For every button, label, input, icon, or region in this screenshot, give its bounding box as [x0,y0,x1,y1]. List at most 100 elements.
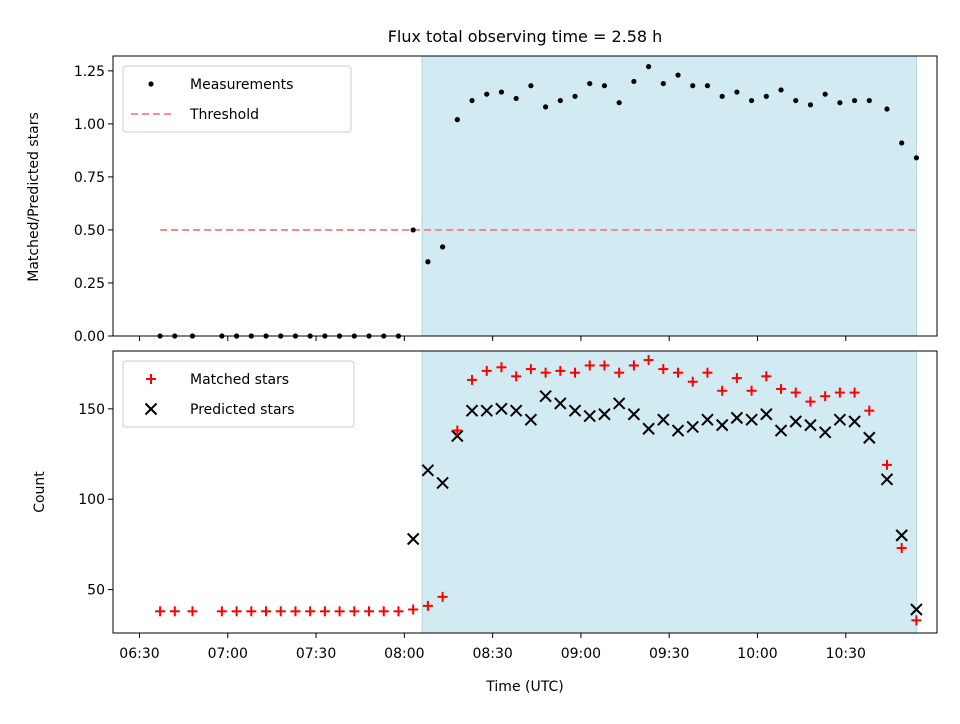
measurement-point [690,83,696,89]
measurement-point [884,106,890,112]
matched-star-point [643,355,654,366]
predicted-x-stroke [421,464,435,477]
measurement-point [749,97,755,104]
matched-star-point [687,376,698,387]
matched-star-point [481,365,492,376]
y-tick-label-top: 0.00 [74,329,105,345]
legend-top [122,65,352,133]
measurement-point [675,72,681,78]
predicted-star-point [524,413,538,426]
predicted-x-stroke [451,429,464,443]
measurement-point [528,83,534,89]
measurement-point [866,97,872,104]
predicted-x-stroke [671,424,685,437]
predicted-star-point [627,408,641,421]
predicted-star-point [554,397,567,410]
predicted-x-stroke [568,404,582,417]
legend-bottom [122,360,355,428]
measurement-point [543,104,549,110]
matched-star-point [319,606,330,617]
matched-star-point [525,364,536,375]
measurement-point [425,259,431,265]
y-tick-label-bottom: 150 [78,402,105,418]
predicted-star-point [833,413,847,426]
y-tick-label-top: 1.00 [74,117,105,133]
x-axis-label: Time (UTC) [485,679,563,695]
predicted-x-stroke [715,418,729,432]
matched-star-point [246,606,257,617]
measurement-point [852,97,858,104]
predicted-star-point [451,429,464,443]
measurement-point [793,97,799,104]
matched-star-point [776,383,787,394]
x-tick-label: 10:30 [826,646,866,662]
x-tick-label: 07:30 [296,646,336,662]
matched-star-point [378,606,389,617]
x-tick-label: 10:00 [737,646,777,662]
predicted-x-stroke [880,473,894,486]
measurement-point [616,100,622,106]
predicted-star-point [583,409,596,423]
matched-star-point [834,387,845,398]
predicted-star-point [436,476,449,490]
matched-star-point [467,374,478,385]
predicted-star-point [745,413,758,426]
predicted-x-stroke [774,424,788,437]
measurement-point [601,83,608,89]
predicted-x-stroke [657,413,670,426]
measurement-point [899,140,905,146]
matched-star-point [790,387,801,398]
shaded-region-top [421,55,917,337]
x-tick-label: 09:30 [649,646,689,662]
matched-star-point [658,364,669,375]
predicted-star-point [760,408,773,421]
matched-star-point [599,360,610,371]
matched-star-point [717,385,728,396]
predicted-star-point [465,404,479,417]
matched-star-point [911,615,922,626]
predicted-star-point [539,389,552,403]
measurement-point [440,244,446,250]
matched-star-point [511,371,522,382]
matched-star-point [275,606,286,617]
predicted-star-point [598,408,611,421]
matched-star-point [169,606,180,617]
predicted-x-stroke [642,422,655,435]
predicted-star-point [568,404,582,417]
y-tick-label-top: 0.50 [74,223,105,239]
measurement-point [913,155,920,161]
measurement-point [807,102,814,108]
predicted-star-point [863,431,876,444]
predicted-star-point [421,464,435,477]
predicted-x-stroke [436,476,449,490]
y-axis-label-top: Matched/Predicted stars [26,112,42,282]
matched-star-point [540,367,551,378]
measurement-point [498,89,505,95]
predicted-star-point [804,418,817,432]
predicted-star-point [715,418,729,432]
predicted-x-stroke [745,413,758,426]
matched-star-point [584,360,595,371]
predicted-x-stroke [730,411,744,425]
matched-star-point [393,606,404,617]
matched-star-point [437,591,448,602]
y-tick-label-bottom: 100 [78,492,105,508]
bottom-axes-frame [112,350,938,634]
predicted-x-stroke [495,402,508,416]
predicted-x-stroke [598,408,611,421]
predicted-star-point [657,413,670,426]
predicted-x-stroke [509,404,523,417]
measurement-point [631,78,637,85]
predicted-star-point [495,402,508,416]
matched-star-point [496,362,507,373]
matched-star-point [849,387,860,398]
x-tick-label: 09:00 [561,646,601,662]
predicted-star-point [612,397,626,410]
matched-star-point [702,367,713,378]
predicted-x-stroke [465,404,479,417]
measurement-point [410,227,416,233]
predicted-star-point [671,424,685,437]
y-tick-label-top: 0.75 [74,170,105,186]
bottom-panel: 50 100 150 06:30 07:00 07:30 08:00 08:30 09:00 09… [78,350,938,662]
